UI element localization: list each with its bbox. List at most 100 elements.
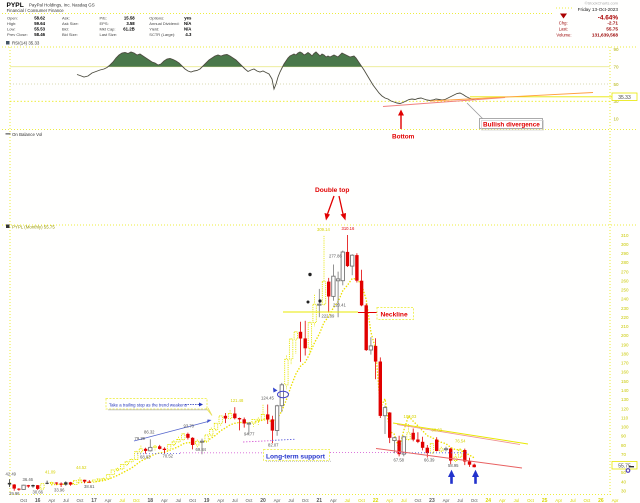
- svg-text:Apr: Apr: [499, 498, 506, 503]
- svg-text:150: 150: [621, 379, 629, 384]
- svg-text:220: 220: [621, 315, 629, 320]
- svg-text:Prev Close:: Prev Close:: [7, 32, 28, 37]
- svg-text:35.33: 35.33: [618, 95, 631, 101]
- svg-text:Oct: Oct: [527, 498, 535, 503]
- svg-text:Jul: Jul: [457, 498, 463, 503]
- svg-text:Jul: Jul: [63, 498, 69, 503]
- svg-text:88.63: 88.63: [432, 428, 443, 433]
- svg-text:130: 130: [621, 397, 629, 402]
- svg-text:36.46: 36.46: [23, 477, 34, 482]
- svg-text:PYPL (Monthly) 55.75: PYPL (Monthly) 55.75: [12, 225, 55, 230]
- svg-text:277.86: 277.86: [329, 254, 342, 259]
- svg-text:Last Size:: Last Size:: [100, 32, 118, 37]
- svg-text:Oct: Oct: [245, 498, 253, 503]
- svg-text:170: 170: [621, 361, 629, 366]
- svg-text:19: 19: [204, 498, 210, 503]
- svg-text:50: 50: [614, 82, 620, 87]
- svg-text:70: 70: [614, 65, 620, 70]
- svg-text:33.96: 33.96: [54, 488, 65, 493]
- svg-text:P/E:: P/E:: [100, 15, 108, 20]
- svg-text:Ask:: Ask:: [62, 15, 70, 20]
- svg-text:41.09: 41.09: [45, 470, 56, 475]
- svg-text:17: 17: [91, 498, 97, 503]
- svg-text:High:: High:: [7, 21, 16, 26]
- svg-text:82.07: 82.07: [268, 443, 279, 448]
- svg-text:Apr: Apr: [217, 498, 224, 503]
- svg-text:290: 290: [621, 251, 629, 256]
- svg-text:30.66: 30.66: [33, 490, 44, 495]
- svg-text:Jul: Jul: [176, 498, 182, 503]
- svg-text:66.39: 66.39: [424, 458, 435, 463]
- svg-text:270: 270: [621, 269, 629, 274]
- svg-text:50: 50: [621, 470, 627, 475]
- svg-text:Bid Size:: Bid Size:: [62, 32, 78, 37]
- svg-text:93.70: 93.70: [184, 424, 195, 429]
- svg-text:24: 24: [486, 498, 492, 503]
- svg-text:67.58: 67.58: [394, 458, 405, 463]
- svg-text:Apr: Apr: [105, 498, 112, 503]
- svg-text:Oct: Oct: [358, 498, 366, 503]
- svg-text:PYPL: PYPL: [7, 2, 24, 9]
- svg-text:124.45: 124.45: [261, 396, 274, 401]
- svg-text:140: 140: [621, 388, 629, 393]
- svg-text:3.58: 3.58: [126, 21, 135, 26]
- svg-text:20: 20: [260, 498, 266, 503]
- svg-text:55.53: 55.53: [34, 27, 45, 32]
- svg-text:131,639,568: 131,639,568: [592, 33, 618, 38]
- svg-text:15.58: 15.58: [124, 15, 135, 20]
- svg-text:Jul: Jul: [570, 498, 576, 503]
- svg-text:120: 120: [621, 406, 629, 411]
- svg-text:EPS:: EPS:: [100, 21, 109, 26]
- svg-text:4.3: 4.3: [185, 32, 192, 37]
- svg-text:Apr: Apr: [161, 498, 168, 503]
- svg-text:Jul: Jul: [514, 498, 520, 503]
- svg-text:40: 40: [621, 479, 627, 484]
- svg-text:58.95: 58.95: [448, 463, 459, 468]
- svg-text:76.54: 76.54: [455, 439, 466, 444]
- svg-text:yes: yes: [184, 15, 192, 20]
- svg-text:100: 100: [621, 425, 629, 430]
- svg-text:38.61: 38.61: [84, 484, 95, 489]
- svg-text:310.16: 310.16: [342, 226, 355, 231]
- svg-text:121.48: 121.48: [231, 398, 244, 403]
- svg-text:80: 80: [621, 443, 627, 448]
- svg-text:69.84: 69.84: [196, 447, 207, 452]
- svg-text:Oct: Oct: [20, 498, 28, 503]
- svg-text:70.52: 70.52: [163, 454, 174, 459]
- svg-text:309.14: 309.14: [317, 227, 330, 232]
- svg-text:Jul: Jul: [232, 498, 238, 503]
- svg-text:110: 110: [621, 415, 629, 420]
- svg-text:Apr: Apr: [443, 498, 450, 503]
- svg-text:61.2B: 61.2B: [123, 27, 134, 32]
- svg-text:86.32: 86.32: [144, 430, 155, 435]
- svg-text:Take a trailing stop as the tr: Take a trailing stop as the trend weaken…: [109, 402, 187, 407]
- svg-text:N/A: N/A: [184, 21, 191, 26]
- svg-text:310: 310: [621, 233, 629, 238]
- svg-text:Jul: Jul: [288, 498, 294, 503]
- svg-text:Double top: Double top: [315, 187, 349, 194]
- svg-text:Apr: Apr: [48, 498, 55, 503]
- svg-text:Ask Size:: Ask Size:: [62, 21, 79, 26]
- svg-text:160: 160: [621, 370, 629, 375]
- svg-text:Yield:: Yield:: [149, 27, 159, 32]
- svg-text:Oct: Oct: [302, 498, 310, 503]
- svg-text:25: 25: [542, 498, 548, 503]
- svg-text:Last:: Last:: [559, 26, 568, 31]
- svg-text:RSI(14) 35.33: RSI(14) 35.33: [12, 41, 40, 46]
- svg-text:Options:: Options:: [149, 15, 164, 20]
- svg-text:103.03: 103.03: [404, 414, 417, 419]
- svg-text:16: 16: [35, 498, 41, 503]
- svg-text:220.41: 220.41: [333, 303, 346, 308]
- svg-text:-4.64%: -4.64%: [598, 14, 619, 21]
- svg-text:94.77: 94.77: [244, 431, 255, 436]
- svg-text:Annual Dividend:: Annual Dividend:: [149, 21, 179, 26]
- svg-text:SCTR (Large):: SCTR (Large):: [149, 32, 175, 37]
- svg-text:90: 90: [621, 434, 627, 439]
- svg-text:58.46: 58.46: [34, 32, 45, 37]
- svg-text:10: 10: [614, 116, 620, 121]
- svg-text:250: 250: [621, 288, 629, 293]
- svg-text:42.49: 42.49: [6, 472, 17, 477]
- svg-text:21: 21: [317, 498, 323, 503]
- svg-text:55.75: 55.75: [606, 26, 618, 31]
- svg-text:N/A: N/A: [184, 27, 191, 32]
